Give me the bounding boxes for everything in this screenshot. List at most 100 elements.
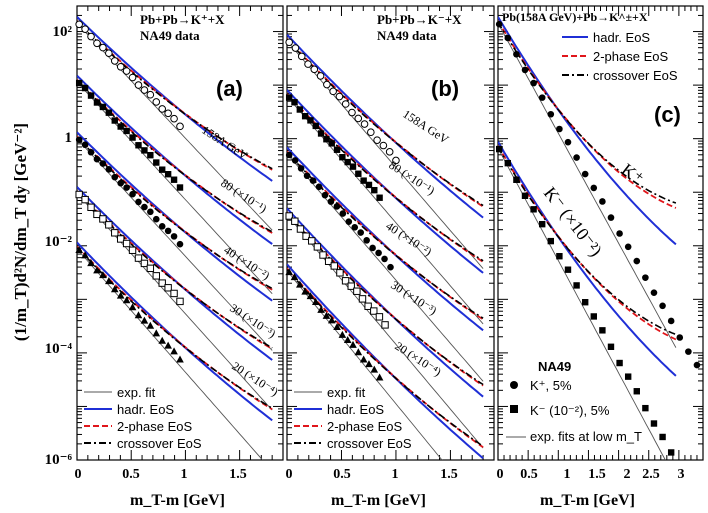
y-tick-label: 10⁻² xyxy=(45,234,73,250)
data-point xyxy=(105,49,113,58)
panel-b-title: Pb+Pb→K⁻+X xyxy=(377,12,462,27)
data-point xyxy=(110,285,119,293)
data-point xyxy=(99,43,107,52)
data-point xyxy=(581,170,589,178)
data-point xyxy=(128,246,137,254)
data-point xyxy=(335,92,344,101)
data-point xyxy=(333,146,341,153)
data-point xyxy=(152,329,161,337)
data-point xyxy=(152,98,161,106)
data-point xyxy=(285,151,293,159)
data-point xyxy=(327,316,336,324)
data-point xyxy=(122,296,131,304)
data-legend-label: K⁺, 5% xyxy=(530,378,572,393)
data-point xyxy=(315,183,323,191)
data-point xyxy=(170,114,178,123)
data-point xyxy=(99,160,107,167)
legend-label: exp. fit xyxy=(327,385,366,400)
data-point xyxy=(633,257,641,265)
data-point xyxy=(146,321,155,329)
data-point xyxy=(616,230,623,237)
data-point xyxy=(338,330,347,338)
panel-a-title: Pb+Pb→K⁺+X xyxy=(140,12,225,27)
data-point xyxy=(105,221,113,229)
data-point xyxy=(667,449,675,456)
data-point xyxy=(309,177,317,184)
data-point xyxy=(650,420,658,427)
energy-label: 20 (×10⁻⁴) xyxy=(392,339,443,379)
panel-a-curves xyxy=(77,16,273,460)
legend-label: hadr. EoS xyxy=(593,30,650,45)
data-point xyxy=(153,159,160,166)
data-point xyxy=(134,311,143,319)
data-point xyxy=(75,20,83,29)
data-point xyxy=(556,253,563,260)
data-point xyxy=(81,84,89,92)
data-point xyxy=(164,109,172,118)
data-point xyxy=(141,203,148,211)
exp-fit-line xyxy=(77,81,273,295)
data-point xyxy=(297,52,306,61)
data-point xyxy=(176,122,184,131)
data-point xyxy=(607,214,615,221)
legend-marker-kplus xyxy=(510,381,518,389)
data-point xyxy=(308,237,316,245)
data-point xyxy=(87,32,95,41)
data-point xyxy=(358,295,367,303)
data-point xyxy=(365,181,373,189)
data-point xyxy=(341,100,350,108)
data-point xyxy=(140,86,149,94)
data-point xyxy=(159,166,166,173)
y-tick-label: 1 xyxy=(65,130,73,146)
x-tick-label: 2 xyxy=(624,467,631,482)
data-point xyxy=(323,136,330,143)
data-point xyxy=(573,282,580,289)
data-point xyxy=(365,360,373,368)
data-point xyxy=(312,122,319,130)
data-point xyxy=(642,274,649,281)
data-point xyxy=(152,215,160,223)
data-point xyxy=(87,92,95,99)
data-point xyxy=(685,348,692,355)
y-tick-label: 10⁻⁴ xyxy=(45,341,73,357)
data-point xyxy=(642,404,649,412)
hadr-eos-line xyxy=(498,141,677,377)
data-point xyxy=(521,192,529,199)
data-point xyxy=(504,34,512,42)
x-tick-label: 2.5 xyxy=(642,467,660,482)
data-point xyxy=(311,297,320,305)
data-point xyxy=(81,251,89,259)
panel-frame xyxy=(286,5,495,461)
data-point xyxy=(370,365,379,373)
data-point xyxy=(170,289,178,298)
data-point xyxy=(158,223,166,230)
data-point xyxy=(123,184,130,191)
data-point xyxy=(111,229,119,237)
data-point xyxy=(291,157,299,164)
data-point xyxy=(304,60,312,68)
data-point xyxy=(170,233,178,240)
data-point xyxy=(599,198,606,205)
data-point xyxy=(313,243,322,251)
data-point xyxy=(129,190,136,198)
data-point xyxy=(285,38,293,47)
data-point xyxy=(135,198,142,206)
data-point xyxy=(93,210,101,219)
data-point xyxy=(134,254,143,262)
data-point xyxy=(147,151,154,159)
data-point xyxy=(349,163,357,170)
data-point xyxy=(616,359,623,367)
data-point xyxy=(344,158,351,166)
data-point xyxy=(301,287,309,295)
legend-label: 2-phase EoS xyxy=(593,49,668,64)
data-point xyxy=(128,303,137,311)
two-phase-eos-line xyxy=(287,150,484,321)
data-point xyxy=(650,289,658,296)
panel-b-xlabel: m_T-m [GeV] xyxy=(331,492,426,509)
exp-fit-line xyxy=(287,153,484,382)
data-point xyxy=(327,198,335,205)
data-point xyxy=(147,208,154,216)
data-point xyxy=(81,25,89,33)
data-point xyxy=(146,264,155,273)
data-point xyxy=(347,282,355,290)
